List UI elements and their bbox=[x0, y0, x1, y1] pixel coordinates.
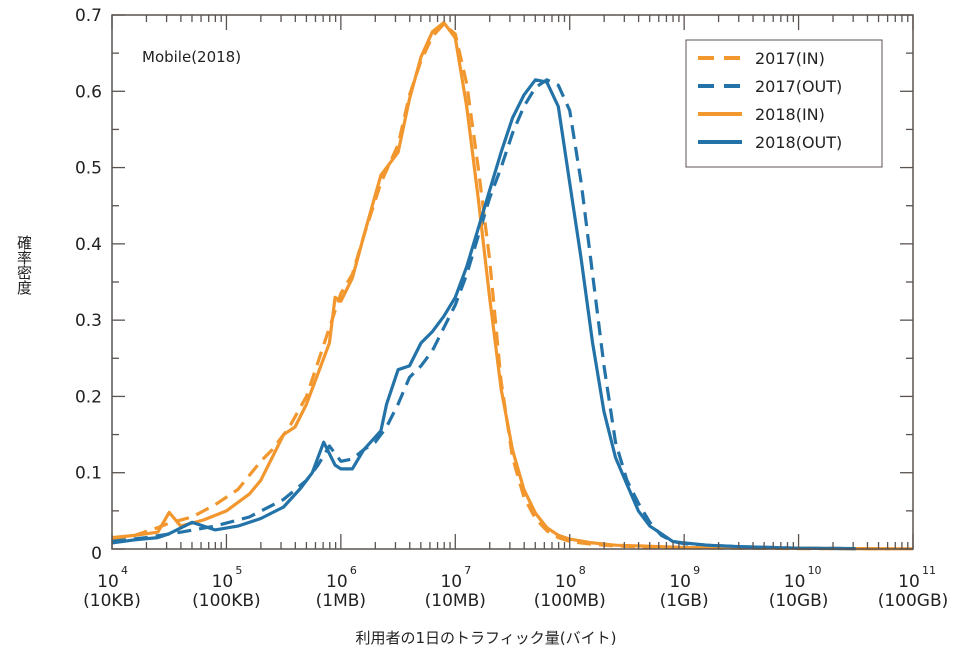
x-tick-label: 109 (1GB) bbox=[660, 564, 709, 611]
x-tick-unit: (10GB) bbox=[769, 591, 829, 611]
x-tick-base: 10 bbox=[326, 572, 348, 592]
legend-box bbox=[685, 39, 883, 168]
x-tick-exponent: 6 bbox=[350, 564, 357, 577]
y-tick-label: 0 bbox=[91, 544, 102, 564]
x-tick-label: 108 (100MB) bbox=[534, 564, 606, 611]
y-tick-label: 0.1 bbox=[75, 464, 102, 484]
legend: 2017(IN) 2017(OUT) 2018(IN) 2018(OUT) bbox=[685, 39, 883, 168]
y-tick-label: 0.5 bbox=[75, 159, 102, 179]
legend-label: 2018(OUT) bbox=[755, 133, 842, 152]
x-tick-exponent: 9 bbox=[693, 564, 700, 577]
x-axis-title: 利用者の1日のトラフィック量(バイト) bbox=[356, 629, 617, 647]
x-tick-exponent: 10 bbox=[808, 564, 822, 577]
x-tick-label: 107 (10MB) bbox=[425, 564, 486, 611]
x-tick-exponent: 5 bbox=[235, 564, 242, 577]
x-tick-unit: (1MB) bbox=[316, 591, 366, 611]
x-tick-labels: 104(10KB)105(100KB)106(1MB)107(10MB)108(… bbox=[83, 564, 948, 611]
x-tick-unit: (100MB) bbox=[534, 591, 606, 611]
x-tick-unit: (10KB) bbox=[83, 591, 141, 611]
x-tick-label: 104 (10KB) bbox=[83, 564, 141, 611]
x-tick-base: 10 bbox=[784, 572, 806, 592]
legend-label: 2017(IN) bbox=[755, 49, 825, 68]
x-tick-exponent: 8 bbox=[579, 564, 586, 577]
y-tick-label: 0.6 bbox=[75, 82, 102, 102]
annotation-mobile-2018: Mobile(2018) bbox=[142, 48, 241, 66]
x-tick-unit: (1GB) bbox=[660, 591, 709, 611]
legend-label: 2017(OUT) bbox=[755, 77, 842, 96]
x-tick-label: 106 (1MB) bbox=[316, 564, 366, 611]
y-tick-label: 0.4 bbox=[75, 235, 102, 255]
x-tick-unit: (100KB) bbox=[192, 591, 261, 611]
y-tick-label: 0.3 bbox=[75, 311, 102, 331]
y-tick-label: 0.7 bbox=[75, 6, 102, 26]
x-tick-base: 10 bbox=[669, 572, 691, 592]
y-tick-labels: 0 0.1 0.2 0.3 0.4 0.5 0.6 0.7 bbox=[75, 6, 102, 564]
series-lines bbox=[111, 21, 914, 551]
x-tick-base: 10 bbox=[97, 572, 119, 592]
series-line-2018-out bbox=[111, 78, 856, 551]
x-tick-exponent: 7 bbox=[464, 564, 471, 577]
x-tick-unit: (10MB) bbox=[425, 591, 486, 611]
y-tick-label: 0.2 bbox=[75, 387, 102, 407]
x-tick-exponent: 11 bbox=[922, 564, 936, 577]
x-tick-exponent: 4 bbox=[121, 564, 128, 577]
y-axis-title: 確率密度 bbox=[15, 235, 33, 295]
axis-ticks bbox=[111, 14, 914, 550]
x-tick-unit: (100GB) bbox=[878, 591, 949, 611]
legend-label: 2018(IN) bbox=[755, 105, 825, 124]
series-line-2017-out bbox=[111, 78, 856, 551]
x-tick-base: 10 bbox=[555, 572, 577, 592]
x-tick-base: 10 bbox=[440, 572, 462, 592]
x-tick-base: 10 bbox=[212, 572, 234, 592]
series-line-2018-in bbox=[111, 21, 914, 551]
x-tick-label: 105 (100KB) bbox=[192, 564, 261, 611]
x-tick-base: 10 bbox=[898, 572, 920, 592]
